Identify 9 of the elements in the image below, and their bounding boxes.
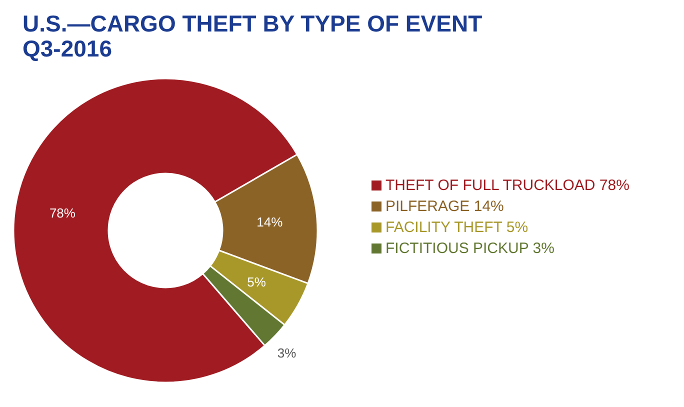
data-label: 14% xyxy=(256,214,284,230)
data-label: 5% xyxy=(247,274,266,290)
data-label: 78% xyxy=(49,206,76,221)
legend-label: THEFT OF FULL TRUCKLOAD 78% xyxy=(386,177,630,194)
data-label: 3% xyxy=(277,345,297,360)
legend-label: FICTITIOUS PICKUP 3% xyxy=(386,240,554,257)
legend-label: PILFERAGE 14% xyxy=(386,198,504,215)
chart-title: U.S.—CARGO THEFT BY TYPE OF EVENT Q3-2016 xyxy=(22,10,482,62)
legend-label: FACILITY THEFT 5% xyxy=(386,219,528,236)
